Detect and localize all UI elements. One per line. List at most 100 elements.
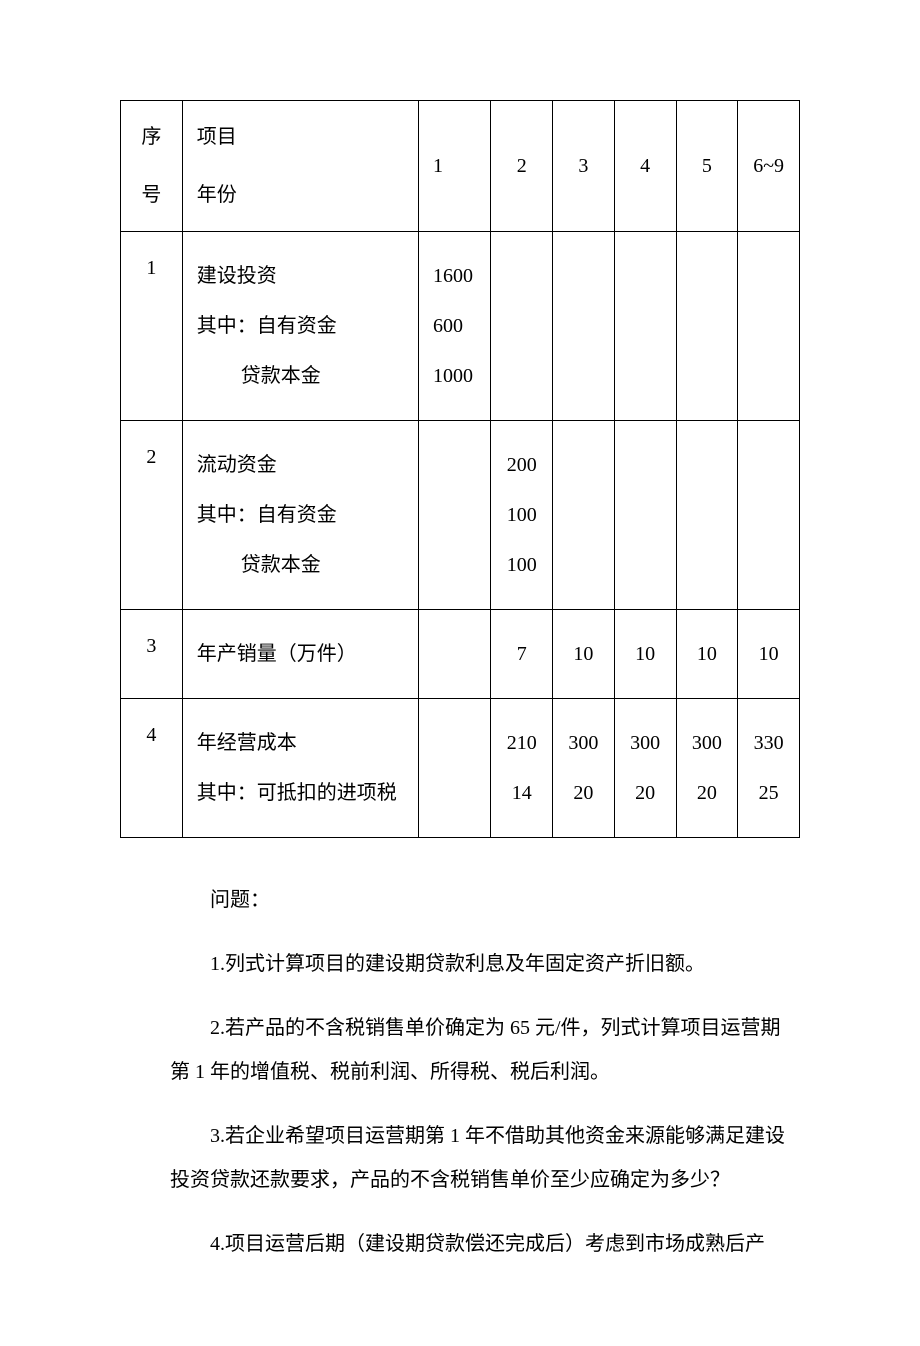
value-line: 210: [501, 721, 542, 765]
questions-block: 问题： 1.列式计算项目的建设期贷款利息及年固定资产折旧额。 2.若产品的不含税…: [120, 878, 800, 1266]
value-line: 100: [501, 493, 542, 537]
row-item: 建设投资其中：自有资金贷款本金: [182, 232, 418, 421]
value-line: 14: [501, 771, 542, 815]
row-seq: 4: [121, 699, 183, 838]
item-line: 年产销量（万件）: [197, 632, 408, 676]
value-line: [501, 354, 542, 398]
value-line: [433, 632, 480, 676]
item-line: 其中：自有资金: [197, 304, 408, 348]
value-line: 330: [748, 721, 789, 765]
value-line: [687, 493, 728, 537]
row-seq: 1: [121, 232, 183, 421]
item-label-2: 年份: [197, 175, 408, 215]
row-item: 流动资金其中：自有资金贷款本金: [182, 421, 418, 610]
cell-value: [553, 232, 615, 421]
header-row: 序 号 项目 年份 1 2 3 4 5 6~9: [121, 101, 800, 232]
cell-value: 33025: [738, 699, 800, 838]
value-line: [563, 493, 604, 537]
cell-value: 10: [614, 610, 676, 699]
row-seq: 3: [121, 610, 183, 699]
value-line: [563, 304, 604, 348]
cell-value: 7: [491, 610, 553, 699]
cell-value: 10: [738, 610, 800, 699]
header-col-6: 6~9: [738, 101, 800, 232]
value-line: [748, 254, 789, 298]
value-line: 600: [433, 304, 480, 348]
value-line: [433, 771, 480, 815]
cell-value: 16006001000: [418, 232, 490, 421]
value-line: [687, 354, 728, 398]
header-item: 项目 年份: [182, 101, 418, 232]
value-line: [748, 493, 789, 537]
row-seq: 2: [121, 421, 183, 610]
item-line: 流动资金: [197, 443, 408, 487]
cell-value: [738, 421, 800, 610]
value-line: [563, 354, 604, 398]
data-table: 序 号 项目 年份 1 2 3 4 5 6~9 1建设投资其中：自有资金贷款本金…: [120, 100, 800, 838]
question-2: 2.若产品的不含税销售单价确定为 65 元/件，列式计算项目运营期第 1 年的增…: [170, 1006, 800, 1094]
header-col-3: 3: [553, 101, 615, 232]
header-col-2: 2: [491, 101, 553, 232]
value-line: 20: [563, 771, 604, 815]
item-line: 其中：自有资金: [197, 493, 408, 537]
item-label-1: 项目: [197, 117, 408, 157]
cell-value: 30020: [676, 699, 738, 838]
cell-value: [676, 232, 738, 421]
cell-value: 200100100: [491, 421, 553, 610]
value-line: [748, 304, 789, 348]
item-line: 贷款本金: [197, 543, 408, 587]
cell-value: [676, 421, 738, 610]
value-line: 300: [625, 721, 666, 765]
row-item: 年产销量（万件）: [182, 610, 418, 699]
value-line: [687, 543, 728, 587]
value-line: 100: [501, 543, 542, 587]
row-item: 年经营成本其中：可抵扣的进项税: [182, 699, 418, 838]
value-line: [748, 543, 789, 587]
value-line: [501, 304, 542, 348]
value-line: 7: [501, 632, 542, 676]
value-line: 20: [687, 771, 728, 815]
value-line: [625, 304, 666, 348]
cell-value: [614, 421, 676, 610]
value-line: [433, 493, 480, 537]
table-row: 1建设投资其中：自有资金贷款本金16006001000: [121, 232, 800, 421]
cell-value: 21014: [491, 699, 553, 838]
value-line: [433, 543, 480, 587]
value-line: 300: [563, 721, 604, 765]
cell-value: [418, 699, 490, 838]
cell-value: [418, 421, 490, 610]
cell-value: [418, 610, 490, 699]
value-line: [687, 254, 728, 298]
cell-value: [614, 232, 676, 421]
cell-value: [738, 232, 800, 421]
value-line: [563, 543, 604, 587]
cell-value: [491, 232, 553, 421]
value-line: [748, 443, 789, 487]
value-line: [563, 443, 604, 487]
cell-value: 30020: [614, 699, 676, 838]
value-line: [625, 493, 666, 537]
question-1: 1.列式计算项目的建设期贷款利息及年固定资产折旧额。: [170, 942, 800, 986]
header-col-1: 1: [418, 101, 490, 232]
seq-label-1: 序: [131, 117, 172, 157]
value-line: [501, 254, 542, 298]
cell-value: 30020: [553, 699, 615, 838]
value-line: [687, 304, 728, 348]
cell-value: [553, 421, 615, 610]
value-line: [625, 354, 666, 398]
value-line: 10: [625, 632, 666, 676]
value-line: 10: [563, 632, 604, 676]
value-line: [748, 354, 789, 398]
table-row: 2流动资金其中：自有资金贷款本金 200100100: [121, 421, 800, 610]
cell-value: 10: [553, 610, 615, 699]
questions-intro: 问题：: [170, 878, 800, 922]
table-row: 4年经营成本其中：可抵扣的进项税 21014300203002030020330…: [121, 699, 800, 838]
seq-label-2: 号: [131, 175, 172, 215]
value-line: [433, 443, 480, 487]
header-col-5: 5: [676, 101, 738, 232]
header-seq: 序 号: [121, 101, 183, 232]
item-line: 年经营成本: [197, 721, 408, 765]
value-line: 300: [687, 721, 728, 765]
cell-value: 10: [676, 610, 738, 699]
value-line: 20: [625, 771, 666, 815]
